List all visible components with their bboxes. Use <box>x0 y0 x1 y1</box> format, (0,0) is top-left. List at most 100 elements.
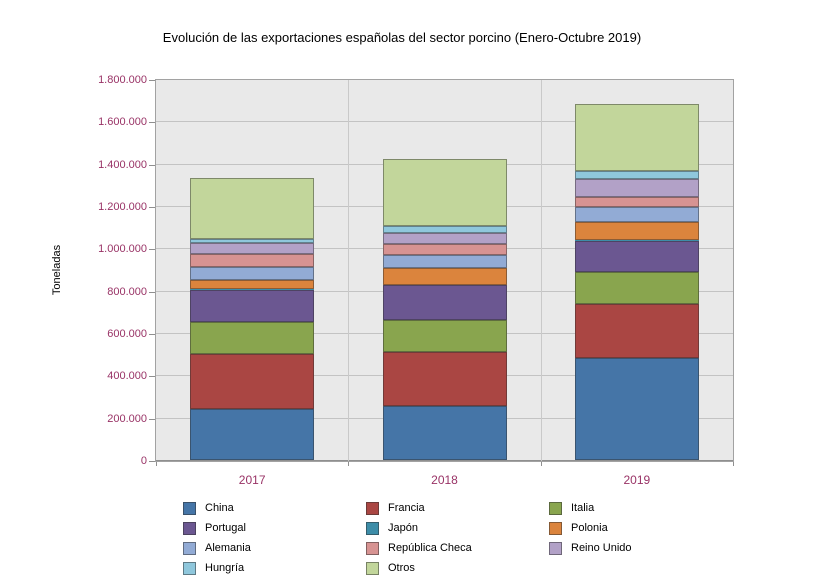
bar-segment-Italia <box>382 320 507 353</box>
bar-segment-Otros <box>574 103 699 172</box>
bar-segment-Reino Unido <box>190 243 315 254</box>
x-tick-mark <box>348 462 350 466</box>
bar-segment-Polonia <box>574 221 699 240</box>
bar-segment-Francia <box>190 353 315 409</box>
legend-swatch <box>549 521 562 535</box>
y-tick-mark <box>149 461 155 462</box>
legend-item-label: Hungría <box>205 562 245 574</box>
legend-swatch <box>366 501 379 515</box>
legend-swatch <box>366 561 379 575</box>
legend-swatch <box>366 541 379 555</box>
bar-segment-República Checa <box>190 253 315 267</box>
bar-segment-Japón <box>190 289 315 291</box>
legend-item-label: Japón <box>388 522 418 534</box>
bar-segment-Italia <box>574 272 699 304</box>
legend-item: Alemania <box>183 541 366 555</box>
x-tick-mark <box>733 462 734 466</box>
legend-item-label: China <box>205 502 234 514</box>
legend-item-label: República Checa <box>388 542 472 554</box>
legend-swatch <box>366 521 379 535</box>
x-axis-line <box>156 460 733 461</box>
bar-segment-Italia <box>190 321 315 354</box>
y-tick-label: 400.000 <box>107 370 147 383</box>
legend-swatch <box>183 501 196 515</box>
bar-segment-Alemania <box>382 255 507 268</box>
gridline-vertical <box>348 80 350 461</box>
x-tick-label: 2019 <box>623 473 651 487</box>
legend-item: Portugal <box>183 521 366 535</box>
y-tick-label: 200.000 <box>107 412 147 425</box>
y-tick-label: 1.400.000 <box>98 158 147 171</box>
bar-segment-Francia <box>574 303 699 358</box>
legend: China Francia Italia Portugal Japón Polonia Al… <box>183 498 732 578</box>
stacked-bar-2018 <box>382 158 507 460</box>
bar-segment-Portugal <box>574 240 699 273</box>
y-tick-label: 800.000 <box>107 285 147 298</box>
legend-item: China <box>183 501 366 515</box>
legend-item: República Checa <box>366 541 549 555</box>
stacked-bar-2019 <box>574 103 699 460</box>
legend-swatch <box>183 541 196 555</box>
chart-title: Evolución de las exportaciones españolas… <box>162 30 642 45</box>
legend-item-label: Polonia <box>571 522 608 534</box>
bar-segment-Hungría <box>190 239 315 244</box>
legend-swatch <box>183 521 196 535</box>
legend-item: Italia <box>549 501 732 515</box>
gridline-horizontal <box>156 121 733 123</box>
legend-swatch <box>183 561 196 575</box>
legend-item-label: Francia <box>388 502 425 514</box>
legend-swatch <box>549 501 562 515</box>
bar-segment-Hungría <box>574 171 699 179</box>
x-tick-mark <box>156 462 157 466</box>
plot-area <box>155 79 734 462</box>
x-tick-label: 2017 <box>238 473 266 487</box>
bar-segment-Alemania <box>190 266 315 280</box>
y-tick-mark <box>149 207 155 208</box>
legend-item: Otros <box>366 561 549 575</box>
legend-item-label: Otros <box>388 562 415 574</box>
y-tick-mark <box>149 249 155 251</box>
bar-segment-Hungría <box>382 225 507 233</box>
y-tick-mark <box>149 164 155 166</box>
y-tick-mark <box>149 376 155 378</box>
bar-segment-República Checa <box>382 244 507 256</box>
bar-segment-Polonia <box>190 279 315 290</box>
y-tick-mark <box>149 334 155 335</box>
legend-swatch <box>549 541 562 555</box>
bar-segment-Portugal <box>382 285 507 321</box>
legend-item: Francia <box>366 501 549 515</box>
bar-segment-República Checa <box>574 196 699 207</box>
y-tick-label: 1.000.000 <box>98 243 147 256</box>
y-tick-label: 600.000 <box>107 328 147 340</box>
bar-segment-Otros <box>382 158 507 226</box>
bar-segment-China <box>382 406 507 460</box>
bar-segment-China <box>574 357 699 460</box>
bar-segment-Francia <box>382 352 507 407</box>
bar-segment-Otros <box>190 178 315 240</box>
legend-item: Hungría <box>183 561 366 575</box>
y-tick-label: 1.600.000 <box>98 116 147 129</box>
bar-segment-China <box>190 408 315 460</box>
stacked-bar-2017 <box>190 178 315 460</box>
x-tick-label: 2018 <box>431 473 458 487</box>
legend-item: Polonia <box>549 521 732 535</box>
legend-item-label: Reino Unido <box>571 542 632 554</box>
bar-segment-Reino Unido <box>574 178 699 197</box>
y-tick-label: 1.800.000 <box>98 74 147 86</box>
bar-segment-Japón <box>574 239 699 241</box>
y-tick-label: 0 <box>140 455 147 467</box>
y-tick-label: 1.200.000 <box>98 201 147 213</box>
bar-segment-Alemania <box>574 206 699 222</box>
y-tick-mark <box>149 122 155 124</box>
legend-item: Reino Unido <box>549 541 732 555</box>
x-tick-mark <box>540 462 542 466</box>
legend-item-label: Alemania <box>205 542 251 554</box>
gridline-vertical <box>540 80 542 461</box>
legend-item-label: Portugal <box>205 522 246 534</box>
bar-segment-Reino Unido <box>382 232 507 245</box>
legend-item: Japón <box>366 521 549 535</box>
bar-segment-Japón <box>382 284 507 286</box>
y-tick-mark <box>149 291 155 293</box>
bar-segment-Polonia <box>382 267 507 285</box>
